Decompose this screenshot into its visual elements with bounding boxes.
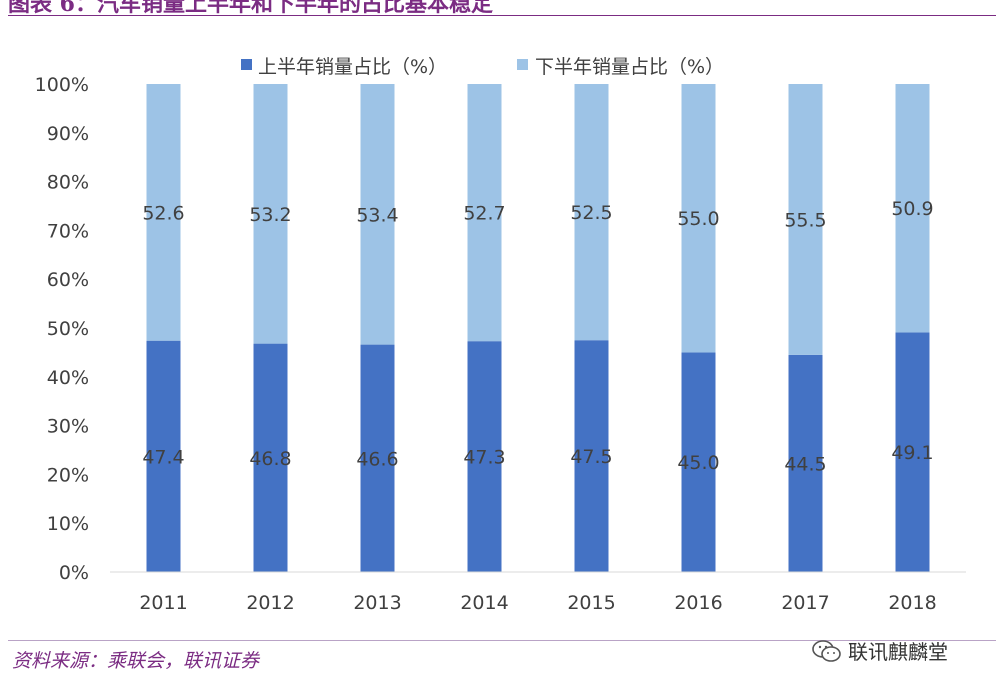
bar-second-half: [788, 84, 823, 355]
legend-label-second-half: 下半年销量占比（%）: [535, 56, 724, 78]
y-tick-label: 100%: [35, 74, 89, 96]
data-label-second-half: 53.4: [356, 204, 398, 226]
x-tick-label: 2012: [246, 592, 294, 614]
data-label-second-half: 55.0: [677, 208, 719, 230]
bar-first-half: [574, 340, 609, 572]
source-note: 资料来源：乘联会，联讯证券: [12, 650, 260, 672]
x-tick-label: 2013: [353, 592, 401, 614]
y-tick-label: 30%: [47, 416, 89, 438]
data-label-second-half: 55.5: [784, 209, 826, 231]
data-label-first-half: 47.5: [570, 446, 612, 468]
bar-first-half: [146, 340, 181, 572]
legend-swatch-first-half: [241, 59, 252, 70]
data-label-second-half: 50.9: [891, 198, 933, 220]
legend: 上半年销量占比（%） 下半年销量占比（%）: [241, 56, 724, 78]
stacked-bar-chart: 上半年销量占比（%） 下半年销量占比（%） 0% 10% 20% 30% 40% 50% 6…: [35, 56, 966, 614]
data-label-first-half: 49.1: [891, 442, 933, 464]
y-tick-label: 50%: [47, 318, 89, 340]
bar-first-half: [467, 341, 502, 572]
data-label-second-half: 52.5: [570, 202, 612, 224]
bar-second-half: [574, 84, 609, 341]
bars: 47.4 52.6 46.8 53.2 46.6 53.4 47.3 52.7 47.5 52.5…: [142, 84, 934, 572]
chart-title: 图表 6：汽车销量上半年和下半年的占比基本稳定: [8, 0, 493, 17]
bar-first-half: [895, 332, 930, 572]
title-divider: [8, 15, 996, 16]
data-label-second-half: 53.2: [249, 204, 291, 226]
y-tick-label: 70%: [47, 220, 89, 242]
watermark: 联讯麒麟堂: [812, 636, 948, 665]
y-tick-label: 0%: [59, 562, 89, 584]
source-divider: [8, 640, 996, 641]
wechat-icon: [812, 639, 841, 662]
data-label-first-half: 45.0: [677, 452, 719, 474]
data-label-first-half: 46.8: [249, 448, 291, 470]
bar-first-half: [360, 344, 395, 572]
data-label-first-half: 47.4: [142, 446, 184, 468]
bar-second-half: [253, 84, 288, 344]
data-label-first-half: 47.3: [463, 447, 505, 469]
x-tick-label: 2014: [460, 592, 508, 614]
bar-first-half: [788, 354, 823, 572]
y-tick-label: 10%: [47, 513, 89, 535]
x-tick-label: 2011: [139, 592, 187, 614]
y-axis: 0% 10% 20% 30% 40% 50% 60% 70% 80% 90% 100%: [35, 74, 89, 584]
bar-first-half: [681, 352, 716, 572]
x-tick-label: 2016: [674, 592, 722, 614]
data-label-second-half: 52.6: [142, 202, 184, 224]
legend-swatch-second-half: [517, 59, 528, 70]
bar-second-half: [146, 84, 181, 341]
bar-second-half: [467, 84, 502, 342]
watermark-text: 联讯麒麟堂: [848, 640, 948, 664]
data-label-second-half: 52.7: [463, 203, 505, 225]
bar-first-half: [253, 343, 288, 572]
y-tick-label: 40%: [47, 367, 89, 389]
x-tick-label: 2015: [567, 592, 615, 614]
data-label-first-half: 46.6: [356, 448, 398, 470]
x-tick-label: 2018: [888, 592, 936, 614]
x-tick-label: 2017: [781, 592, 829, 614]
x-axis: 2011 2012 2013 2014 2015 2016 2017 2018: [139, 592, 936, 614]
y-tick-label: 20%: [47, 464, 89, 486]
bar-second-half: [895, 84, 930, 333]
bar-second-half: [681, 84, 716, 353]
bar-second-half: [360, 84, 395, 345]
y-tick-label: 90%: [47, 123, 89, 145]
legend-label-first-half: 上半年销量占比（%）: [258, 56, 447, 78]
y-tick-label: 60%: [47, 269, 89, 291]
y-tick-label: 80%: [47, 172, 89, 194]
data-label-first-half: 44.5: [784, 453, 826, 475]
